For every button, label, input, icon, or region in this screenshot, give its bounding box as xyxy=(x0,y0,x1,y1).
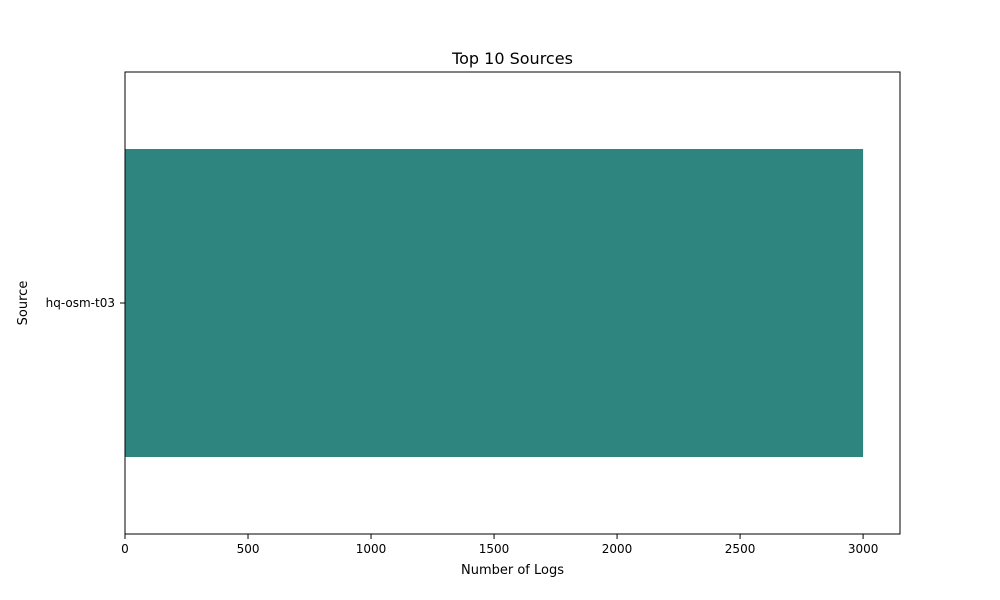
x-axis-ticks: 0 500 1000 1500 2000 2500 3000 xyxy=(121,534,878,556)
x-tick-label: 3000 xyxy=(848,542,879,556)
x-tick-label: 0 xyxy=(121,542,129,556)
x-tick-label: 1000 xyxy=(356,542,387,556)
x-tick-label: 1500 xyxy=(479,542,510,556)
y-axis-label: Source xyxy=(16,281,31,326)
x-tick-label: 2000 xyxy=(602,542,633,556)
x-tick-label: 500 xyxy=(237,542,260,556)
bar-hq-osm-t03 xyxy=(125,149,864,457)
x-axis-label: Number of Logs xyxy=(461,563,564,578)
bars-group xyxy=(125,149,864,457)
y-tick-label: hq-osm-t03 xyxy=(46,296,115,310)
chart-title: Top 10 Sources xyxy=(451,49,573,68)
y-axis-ticks: hq-osm-t03 xyxy=(46,296,125,310)
x-tick-label: 2500 xyxy=(725,542,756,556)
